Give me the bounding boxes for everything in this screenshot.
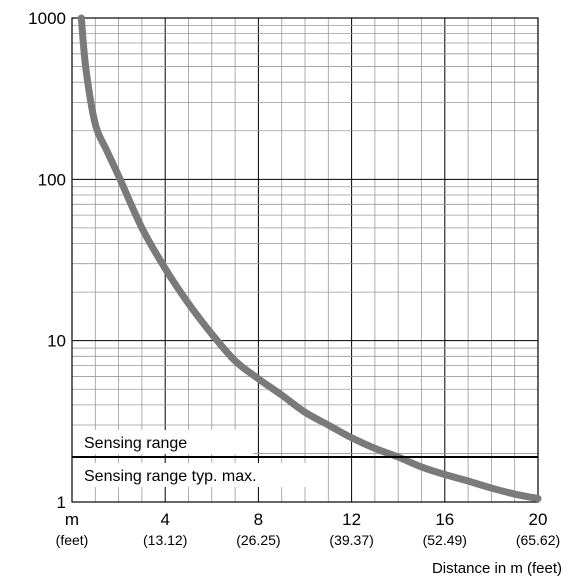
series-group bbox=[77, 14, 542, 503]
y-tick-label: 1000 bbox=[28, 9, 66, 28]
x-tick-label-feet: (26.25) bbox=[236, 532, 280, 548]
x-tick-label: 16 bbox=[435, 510, 454, 529]
x-tick-label: 20 bbox=[529, 510, 548, 529]
tick-labels: 1 10 100 1000 m (feet) 4 (13.12) 8 (26.25) 12 (39.3… bbox=[28, 9, 560, 548]
y-tick-label: 10 bbox=[47, 332, 66, 351]
x-tick-label: 8 bbox=[254, 510, 263, 529]
plot-frame bbox=[71, 17, 539, 503]
x-tick-label: m bbox=[65, 510, 79, 529]
x-tick-label-feet: (13.12) bbox=[143, 532, 187, 548]
sensing-range-max-label: Sensing range typ. max. bbox=[84, 468, 257, 485]
x-tick-label: 12 bbox=[342, 510, 361, 529]
y-tick-label: 100 bbox=[38, 170, 66, 189]
grid bbox=[71, 17, 539, 503]
label-background bbox=[73, 463, 323, 488]
x-tick-label-feet: (feet) bbox=[56, 532, 89, 548]
x-tick-label: 4 bbox=[160, 510, 169, 529]
y-tick-label: 1 bbox=[57, 493, 66, 512]
series-line bbox=[77, 14, 542, 503]
x-tick-label-feet: (65.62) bbox=[516, 532, 560, 548]
x-tick-label-feet: (52.49) bbox=[423, 532, 467, 548]
threshold-group: Sensing range Sensing range typ. max. bbox=[72, 430, 538, 488]
x-axis-label: Distance in m (feet) bbox=[432, 560, 562, 577]
label-background bbox=[73, 430, 253, 455]
sensing-range-label: Sensing range bbox=[84, 435, 187, 452]
x-tick-label-feet: (39.37) bbox=[329, 532, 373, 548]
